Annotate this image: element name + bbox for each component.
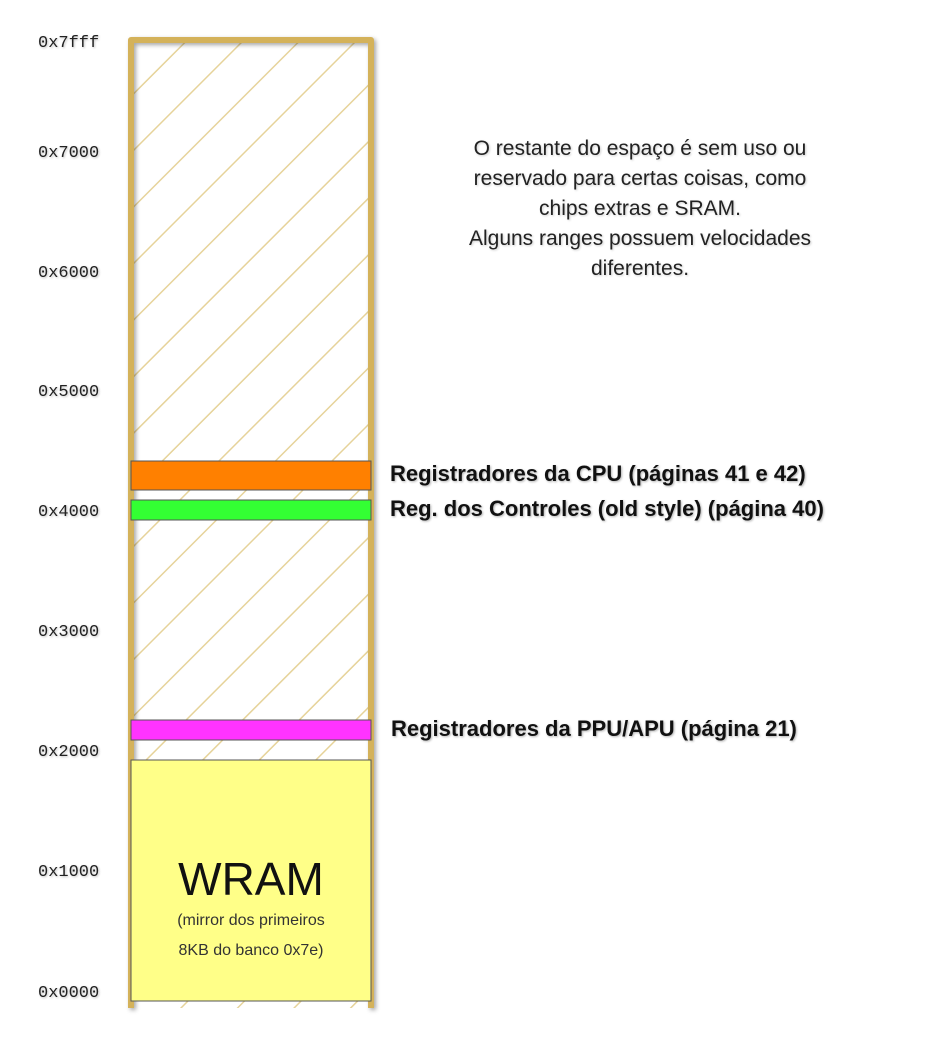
cpu-registers-label: Registradores da CPU (páginas 41 e 42): [390, 461, 806, 486]
address-label-0x0000: 0x0000: [38, 984, 100, 1003]
wram-title: WRAM: [178, 853, 324, 905]
controller-registers-block: [130, 499, 372, 521]
note-line: O restante do espaço é sem uso ou: [473, 137, 807, 160]
wram-subtitle-line: 8KB do banco 0x7e): [178, 942, 324, 959]
memory-frame: [128, 37, 374, 1008]
address-label-0x4000: 0x4000: [38, 503, 100, 522]
wram-subtitle: (mirror dos primeiros 8KB do banco 0x7e): [131, 906, 371, 966]
cpu-registers-block: [130, 460, 372, 491]
address-label-0x6000: 0x6000: [38, 264, 100, 283]
note-line: diferentes.: [590, 257, 690, 280]
note-line: chips extras e SRAM.: [539, 197, 741, 220]
address-label-0x3000: 0x3000: [38, 623, 100, 642]
ppu-apu-registers-label: Registradores da PPU/APU (página 21): [391, 716, 797, 741]
ppu-apu-registers-block: [130, 719, 372, 741]
address-label-0x7fff: 0x7fff: [38, 34, 100, 53]
note-line: reservado para certas coisas, como: [473, 167, 807, 190]
address-label-0x2000: 0x2000: [38, 743, 100, 762]
unused-space-note: O restante do espaço é sem uso ou reserv…: [405, 134, 875, 284]
wram-block: [130, 759, 372, 1002]
controller-registers-label: Reg. dos Controles (old style) (página 4…: [390, 496, 824, 521]
address-label-0x5000: 0x5000: [38, 383, 100, 402]
wram-subtitle-line: (mirror dos primeiros: [177, 912, 325, 929]
address-label-0x7000: 0x7000: [38, 144, 100, 163]
address-label-0x1000: 0x1000: [38, 863, 100, 882]
note-line: Alguns ranges possuem velocidades: [468, 227, 812, 250]
